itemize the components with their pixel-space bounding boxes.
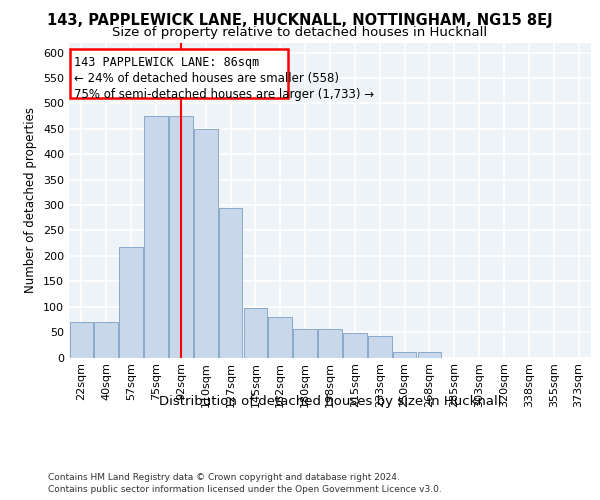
Y-axis label: Number of detached properties: Number of detached properties: [25, 107, 37, 293]
Bar: [70, 322, 93, 358]
Bar: [343, 333, 367, 357]
FancyBboxPatch shape: [70, 48, 288, 98]
Bar: [94, 322, 118, 358]
Text: ← 24% of detached houses are smaller (558): ← 24% of detached houses are smaller (55…: [74, 72, 339, 85]
Bar: [293, 328, 317, 358]
Text: 75% of semi-detached houses are larger (1,733) →: 75% of semi-detached houses are larger (…: [74, 88, 374, 101]
Bar: [244, 308, 267, 358]
Bar: [119, 247, 143, 358]
Bar: [268, 317, 292, 358]
Text: 143, PAPPLEWICK LANE, HUCKNALL, NOTTINGHAM, NG15 8EJ: 143, PAPPLEWICK LANE, HUCKNALL, NOTTINGH…: [47, 12, 553, 28]
Bar: [393, 352, 416, 358]
Bar: [144, 116, 168, 358]
Bar: [368, 336, 392, 357]
Bar: [418, 352, 441, 358]
Text: Size of property relative to detached houses in Hucknall: Size of property relative to detached ho…: [112, 26, 488, 39]
Text: 143 PAPPLEWICK LANE: 86sqm: 143 PAPPLEWICK LANE: 86sqm: [74, 56, 259, 68]
Text: Contains HM Land Registry data © Crown copyright and database right 2024.: Contains HM Land Registry data © Crown c…: [48, 472, 400, 482]
Text: Contains public sector information licensed under the Open Government Licence v3: Contains public sector information licen…: [48, 485, 442, 494]
Bar: [219, 208, 242, 358]
Bar: [194, 129, 218, 358]
Bar: [318, 328, 342, 358]
Text: Distribution of detached houses by size in Hucknall: Distribution of detached houses by size …: [159, 395, 501, 408]
Bar: [169, 116, 193, 358]
